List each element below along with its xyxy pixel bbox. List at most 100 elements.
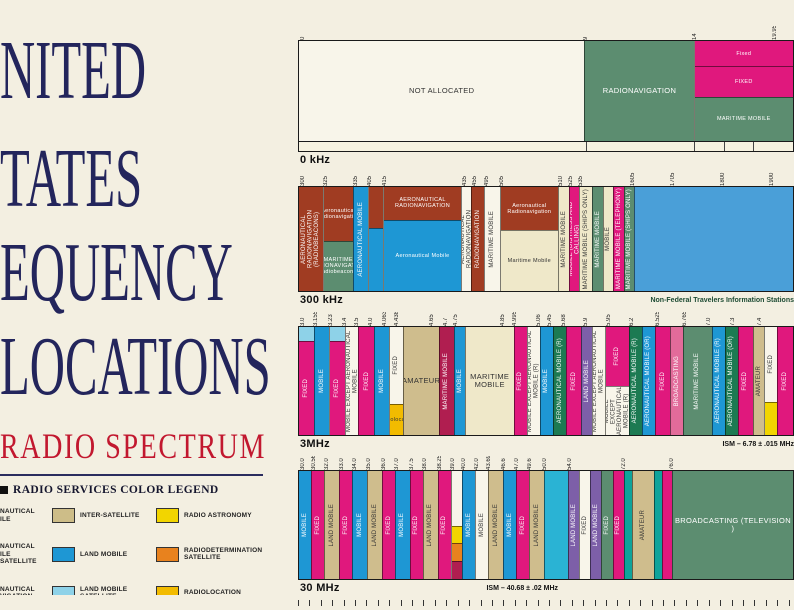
activity-strip [298,142,794,152]
tick-label: 1800 [719,172,726,186]
tick-label: 525 [568,175,575,186]
allocation-segment: MARITIME MOBILE [438,327,454,435]
allocation-segment: MOBILE [461,471,475,579]
tick-label: 34.0 [351,458,358,470]
segment-label: MOBILE except aeronautical mobile [345,330,359,432]
allocation-subsegment [451,471,462,526]
strip-divider [723,142,725,151]
legend-label: LAND MOBILE [80,550,128,558]
bottom-tick-mark [366,600,368,606]
band-30mhz: 30.0 30.56 32.0 33.0 34.0 35.0 36.0 37.0 37.5 38.… [298,456,794,596]
segment-label: MOBILE [318,369,325,393]
segment-label: Aeronautical Radionavigation [323,207,353,220]
bottom-tick-mark [754,600,756,606]
tick-label: 1605 [630,172,637,186]
allocation-segment: BROADCASTING (TELEVISION ) [671,471,794,579]
allocation-segment: LAND MOBILE [366,471,382,579]
legend-color-swatch [156,546,179,562]
legend-label: LAND MOBILE SATELLITE [80,585,128,596]
segment-label: AERONAUTICAL MOBILE (R) [632,338,639,424]
tick-label: 30.56 [310,456,317,470]
tick-label: 39.0 [449,458,456,470]
segment-label: FIXED [334,379,341,398]
allocation-segment: MOBILE [394,471,410,579]
band-label-row: 300 kHz Non-Federal Travelers Information… [298,294,794,308]
segment-label: AERONAUTICAL RADIONAVIGATION [460,209,472,269]
bottom-tick-mark [731,600,733,606]
tick-label: 1900 [769,172,776,186]
allocation-row: MOBILE FIXED LAND MOBILE FIXED MOBILE LAND MO… [298,470,794,580]
frequency-ticks: 3.0 3.155 3.23 3.4 3.5 4.0 4.063 4.438 4.65 4.7 4.… [298,312,794,326]
tick-label: 5.45 [547,314,554,326]
bottom-tick-mark [777,600,779,606]
tick-label: 535 [578,175,585,186]
allocation-subsegment: MARITIME MOBILE [694,96,793,141]
segment-label: MARITIME MOBILE [489,210,496,268]
allocation-subsegment: Aeronautical Radionavigation [323,187,353,241]
tick-label: 3.23 [327,314,334,326]
segment-label: FIXED [314,515,321,535]
tick-label: 3.5 [353,317,360,326]
allocation-subsegment [451,525,462,544]
bottom-tick-mark [583,600,585,606]
allocation-segment: FIXED [358,327,375,435]
allocation-segment: MOBILE [539,327,553,435]
band-note: ISM – 40.68 ± .02 MHz [486,585,559,592]
allocation-segment [634,187,794,291]
bottom-tick-mark [628,600,630,606]
segment-label: AERONAUTICAL MOBILE (R) [715,338,722,424]
allocation-segment: FIXED [763,327,777,435]
bottom-tick-mark [685,600,687,606]
tick-label: 405 [367,175,374,186]
tick-label: 76.0 [668,458,675,470]
segment-label: FIXED [659,371,666,391]
legend-color-swatch [52,546,75,562]
tick-label: 37.0 [394,458,401,470]
segment-label: MOBILE [605,227,612,251]
strip-divider [694,142,696,151]
segment-label: LAND MOBILE [593,503,600,547]
legend-item: LAND MOBILE [52,543,148,566]
allocation-segment: MARITIME MOBILE [464,327,514,435]
bottom-tick-mark [400,600,402,606]
tick-label: 30.0 [300,458,307,470]
bottom-tick-mark [720,600,722,606]
allocation-segment: AERONAUTICAL MOBILE (OR) [641,327,655,435]
bottom-tick-mark [742,600,744,606]
allocation-segment: Aeronautical Mobile [352,187,368,291]
allocation-segment: FIXED [515,471,529,579]
segment-label: AERONAUTICAL MOBILE (R) [556,338,563,424]
legend-color-swatch [156,508,179,523]
poster-subtitle: RADIO SPECTRUM [0,426,267,466]
segment-label: MOBILE [399,513,406,537]
legend-color-swatch [156,585,179,595]
tick-label: 42.0 [473,458,480,470]
segment-label: MOBILE [456,369,463,393]
segment-label: MOBILE [301,513,308,537]
bottom-cut-ticks [298,600,794,610]
bottom-tick-mark [708,600,710,606]
allocation-segment: NOT ALLOCATED [299,41,585,141]
tick-label: 40.0 [460,458,467,470]
allocation-segment: LAND MOBILE [422,471,438,579]
allocation-segment [661,471,672,579]
tick-label: 49.6 [527,458,534,470]
allocation-segment: FIXED [737,327,753,435]
allocation-segment: LAND MOBILE [487,471,503,579]
segment-label: AERONAUTICAL MOBILE (OR) [645,335,652,427]
tick-label: 3.4 [341,317,348,326]
bottom-tick-mark [298,600,299,606]
tick-label: 36.0 [381,458,388,470]
allocation-segment: RADIONAVIGATION [471,187,485,291]
legend-color-swatch [52,585,75,595]
band-note: ISM – 6.78 ± .015 MHz [722,441,794,448]
allocation-segment: MOBILE [602,187,614,291]
frequency-ticks: 30.0 30.56 32.0 33.0 34.0 35.0 36.0 37.0 37.5 38.… [298,456,794,470]
allocation-segment: MOBILE [314,327,330,435]
tick-label: 50.0 [542,458,549,470]
allocation-segment: FIXED [329,327,346,435]
allocation-segment: FIXED Radiolocation [389,327,403,435]
legend-header-text: RADIO SERVICES COLOR LEGEND [13,484,219,496]
allocation-segment: MARITIME MOBILE [592,187,603,291]
bottom-tick-mark [606,600,608,606]
